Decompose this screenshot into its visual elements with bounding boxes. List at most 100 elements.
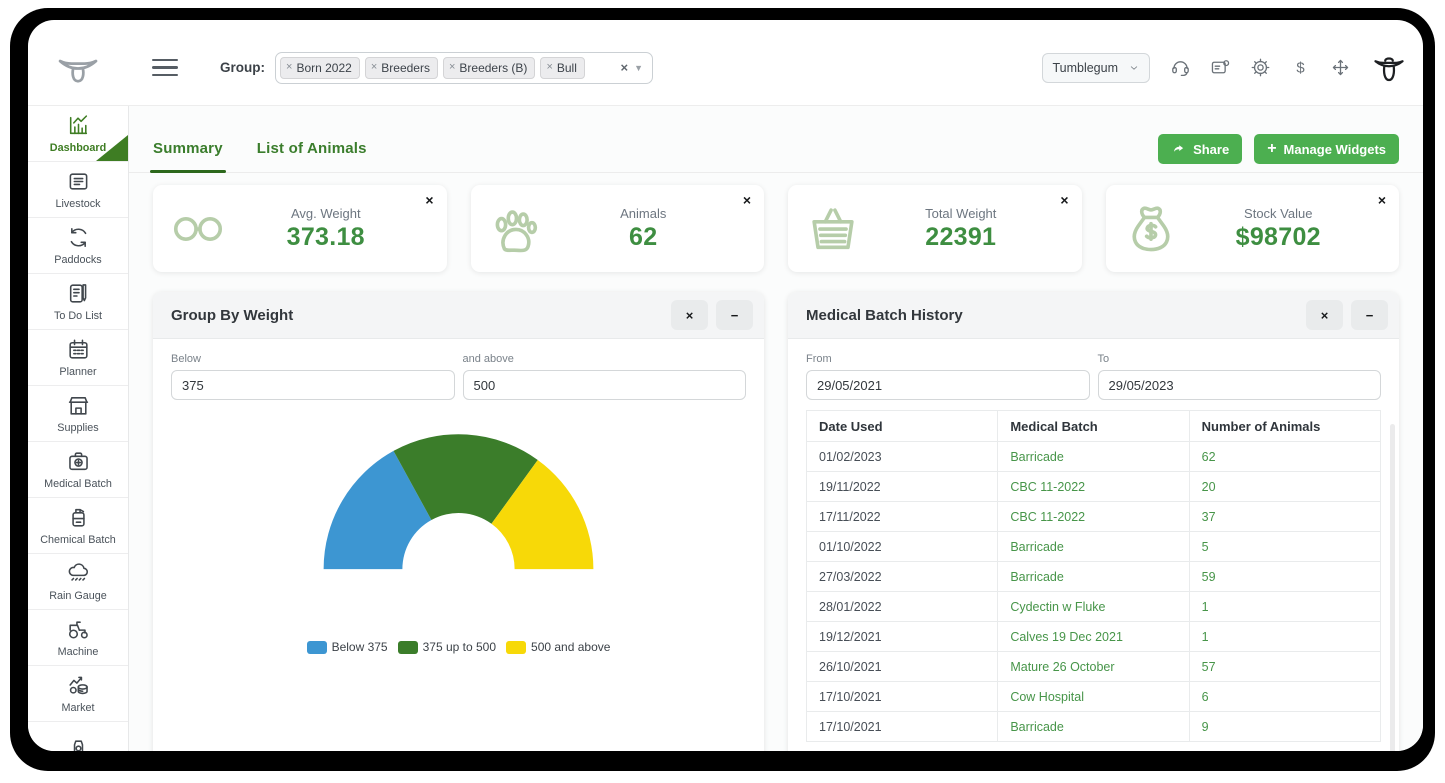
stat-card-text: Animals 62 (545, 206, 749, 252)
sidebar-item-feedbag[interactable] (28, 722, 128, 751)
below-input[interactable] (171, 370, 455, 400)
close-icon[interactable]: × (742, 192, 751, 208)
cell-number-of-animals: 1 (1188, 591, 1382, 622)
remove-tag-icon[interactable]: × (448, 61, 456, 73)
sidebar-item-label: Market (61, 702, 95, 714)
sidebar-item-market[interactable]: Market (28, 666, 128, 722)
farm-select-value: Tumblegum (1052, 60, 1118, 75)
widget-close-button[interactable]: × (671, 300, 708, 330)
user-avatar[interactable] (1371, 50, 1407, 86)
tractor-icon (66, 617, 91, 642)
group-tag-bull[interactable]: × Bull (540, 56, 585, 79)
menu-icon[interactable] (152, 58, 178, 77)
sidebar-item-livestock[interactable]: Livestock (28, 162, 128, 218)
cell-number-of-animals: 6 (1188, 681, 1382, 712)
tabs-row: Summary List of Animals Share + Manage W… (129, 106, 1423, 173)
legend-item-500-and-above[interactable]: 500 and above (506, 640, 610, 654)
from-date-input[interactable] (806, 370, 1090, 400)
legend-item-375-up-to-500[interactable]: 375 up to 500 (397, 640, 497, 654)
group-tag-breeders[interactable]: × Breeders (364, 56, 438, 79)
cell-medical-batch[interactable]: Mature 26 October (997, 651, 1190, 682)
stat-card-total-weight: Total Weight 22391 × (788, 185, 1082, 272)
cell-medical-batch[interactable]: CBC 11-2022 (997, 471, 1190, 502)
remove-tag-icon[interactable]: × (546, 61, 553, 73)
legend-swatch (306, 640, 327, 654)
dropdown-caret-icon[interactable]: ▼ (634, 62, 643, 73)
card-icon[interactable] (1210, 57, 1231, 78)
cell-medical-batch[interactable]: Barricade (997, 441, 1190, 472)
farm-select[interactable]: Tumblegum (1042, 52, 1150, 83)
from-label: From (806, 353, 832, 365)
headset-icon[interactable] (1170, 57, 1191, 78)
sidebar-item-chemical-batch[interactable]: Chemical Batch (28, 498, 128, 554)
sidebar-item-to-do-list[interactable]: To Do List (28, 274, 128, 330)
column-header-number-of-animals: Number of Animals (1188, 410, 1382, 442)
stat-card-animals: Animals 62 × (470, 185, 764, 272)
cell-medical-batch[interactable]: Cydectin w Fluke (997, 591, 1190, 622)
cell-date-used: 28/01/2022 (805, 591, 999, 622)
below-label: Below (171, 353, 201, 365)
donut-segment-500-and-above[interactable] (491, 460, 594, 570)
close-icon[interactable]: × (425, 192, 434, 208)
cell-medical-batch[interactable]: CBC 11-2022 (997, 501, 1190, 532)
donut-segment-below-375[interactable] (323, 450, 432, 570)
table-row: 26/10/2021 Mature 26 October 57 (805, 651, 1382, 682)
cell-medical-batch[interactable]: Barricade (997, 531, 1190, 562)
dollar-icon[interactable]: $ (1290, 57, 1311, 78)
cell-number-of-animals: 62 (1188, 441, 1382, 472)
and-above-input[interactable] (462, 370, 746, 400)
tab-summary[interactable]: Summary (150, 140, 226, 173)
stat-card-value: 62 (629, 222, 658, 251)
clear-selection-icon[interactable]: × (620, 60, 629, 75)
donut-segment-375-up-to-500[interactable] (393, 434, 538, 524)
page-actions: Share + Manage Widgets (1158, 134, 1399, 164)
move-icon[interactable] (1330, 57, 1351, 78)
widget-minimize-button[interactable]: − (716, 300, 753, 330)
stat-cards: Avg. Weight 373.18 × Animals 62 × Total Weight… (153, 185, 1399, 272)
group-tag-born-2022[interactable]: × Born 2022 (280, 56, 360, 79)
stat-card-label: Avg. Weight (290, 205, 361, 221)
cell-date-used: 01/02/2023 (805, 441, 999, 472)
legend-label: 375 up to 500 (422, 640, 497, 654)
toolbar-icons: $ (1170, 57, 1351, 78)
sidebar-item-paddocks[interactable]: Paddocks (28, 218, 128, 274)
close-icon[interactable]: × (1377, 192, 1386, 208)
cell-medical-batch[interactable]: Calves 19 Dec 2021 (997, 621, 1190, 652)
todo-icon (66, 281, 91, 306)
share-button[interactable]: Share (1158, 134, 1243, 164)
remove-tag-icon[interactable]: × (286, 61, 293, 73)
tab-list-of-animals[interactable]: List of Animals (256, 140, 367, 157)
remove-tag-icon[interactable]: × (370, 61, 378, 73)
app-body: Dashboard Livestock Paddocks To Do List Plan… (28, 105, 1423, 751)
cell-medical-batch[interactable]: Barricade (997, 711, 1190, 742)
cell-medical-batch[interactable]: Barricade (997, 561, 1190, 592)
group-multiselect[interactable]: × Born 2022 × Breeders × Breeders (B) × Bull × … (275, 51, 653, 84)
medical-batch-table: Date Used Medical Batch Number of Animals … (805, 410, 1382, 742)
group-tag-label: Born 2022 (296, 60, 352, 75)
table-scrollbar[interactable] (1390, 424, 1395, 751)
medical-batch-history-widget: Medical Batch History × − From (788, 292, 1399, 751)
sidebar-item-dashboard[interactable]: Dashboard (28, 106, 128, 162)
cell-number-of-animals: 57 (1188, 651, 1382, 682)
sidebar-item-label: To Do List (53, 310, 102, 322)
cell-number-of-animals: 37 (1188, 501, 1382, 532)
widget-close-button[interactable]: × (1306, 300, 1343, 330)
group-tag-label: Breeders (381, 60, 430, 75)
sidebar-item-medical-batch[interactable]: Medical Batch (28, 442, 128, 498)
top-bar: Group: × Born 2022 × Breeders × Breeders (B) ×… (28, 20, 1423, 105)
manage-widgets-button[interactable]: + Manage Widgets (1254, 134, 1399, 164)
sidebar-item-label: Supplies (57, 422, 99, 434)
sidebar-item-rain-gauge[interactable]: Rain Gauge (28, 554, 128, 610)
sidebar-item-machine[interactable]: Machine (28, 610, 128, 666)
close-icon[interactable]: × (1060, 192, 1069, 208)
sidebar-item-planner[interactable]: Planner (28, 330, 128, 386)
widget-minimize-button[interactable]: − (1351, 300, 1388, 330)
gear-icon[interactable] (1250, 57, 1271, 78)
cell-medical-batch[interactable]: Cow Hospital (997, 681, 1190, 712)
to-date-input[interactable] (1097, 370, 1381, 400)
sidebar-item-supplies[interactable]: Supplies (28, 386, 128, 442)
dumbbell-icon (169, 200, 227, 258)
legend-item-below-375[interactable]: Below 375 (306, 640, 388, 654)
group-tag-breeders-b[interactable]: × Breeders (B) (442, 56, 536, 79)
